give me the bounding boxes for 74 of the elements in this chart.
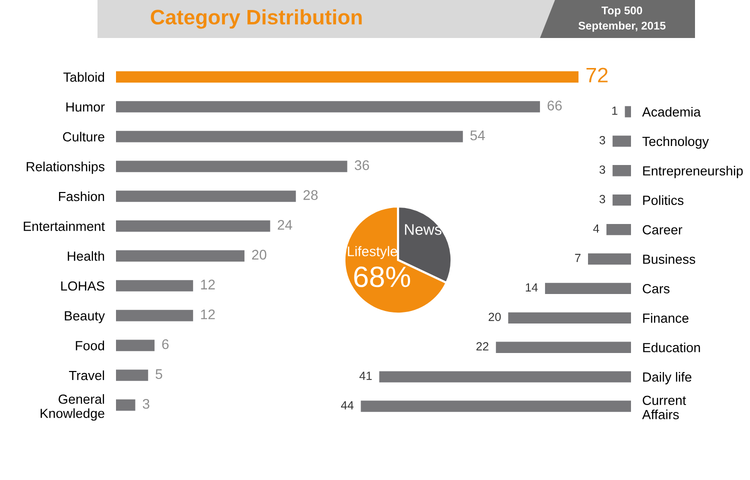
y-tick-label: Relationships	[26, 162, 104, 174]
bar	[588, 253, 631, 265]
bar	[116, 310, 194, 322]
bar	[545, 282, 631, 294]
text: Top 500 September, 2015	[578, 6, 666, 32]
bar	[496, 342, 631, 353]
data-label: 54	[470, 130, 485, 140]
bar	[116, 160, 348, 172]
data-label: 14	[526, 283, 538, 292]
bar	[116, 370, 148, 381]
y-tick-label: Technology	[642, 136, 709, 149]
data-label: 6	[162, 339, 169, 350]
data-label: 5	[156, 369, 162, 379]
bar	[116, 220, 270, 232]
data-label: 12	[201, 280, 215, 290]
y-tick-label: Business	[643, 254, 696, 264]
data-label: 1	[612, 106, 618, 115]
bar	[116, 340, 155, 352]
bar	[624, 106, 631, 118]
y-tick-label: Fashion	[59, 191, 104, 202]
data-label: 22	[476, 342, 488, 350]
bar	[116, 101, 540, 112]
data-label: 7	[575, 254, 580, 262]
y-tick-label: Education	[643, 342, 700, 352]
data-label: 20	[488, 312, 501, 322]
y-tick-label: Tabloid	[63, 72, 104, 82]
bar	[360, 400, 631, 412]
y-tick-label: Food	[76, 340, 104, 350]
slice-label: News	[405, 224, 442, 235]
y-tick-label: Entrepreneurship	[643, 166, 743, 178]
y-tick-label: General Knowledge	[40, 394, 104, 421]
y-tick-label: Cars	[642, 284, 670, 294]
data-label: 3	[600, 165, 606, 174]
data-label: 41	[359, 372, 372, 380]
bar	[612, 136, 631, 147]
bar	[606, 224, 631, 236]
bar	[116, 130, 463, 142]
data-label: 28	[304, 190, 318, 200]
y-tick-label: Culture	[63, 132, 104, 142]
bar	[116, 280, 194, 292]
bar	[612, 194, 631, 206]
data-label: 12	[201, 309, 215, 320]
y-tick-label: Humor	[66, 102, 105, 112]
y-tick-label: Politics	[643, 195, 684, 205]
y-tick-label: Finance	[643, 313, 688, 323]
y-tick-label: Health	[68, 251, 104, 261]
bar	[116, 250, 244, 262]
bar	[612, 165, 631, 176]
chart-title: Category Distribution	[150, 9, 362, 29]
bar	[379, 371, 631, 382]
y-tick-label: LOHAS	[61, 281, 104, 291]
bar	[116, 190, 296, 202]
y-tick-label: Entertainment	[24, 221, 105, 231]
y-tick-label: Current Affairs	[642, 396, 686, 420]
data-label: 3	[600, 194, 606, 204]
data-label: 4	[593, 224, 600, 233]
bar	[116, 399, 136, 411]
y-tick-label: Beauty	[64, 311, 105, 324]
slice-label: Lifestyle	[348, 246, 398, 260]
y-tick-label: Daily life	[643, 372, 692, 384]
data-label: 20	[252, 250, 266, 260]
data-label: 3	[600, 136, 606, 144]
data-label: 66	[548, 100, 562, 110]
y-tick-label: Career	[642, 225, 682, 234]
data-label: 68%	[354, 266, 410, 288]
data-label: 44	[341, 401, 354, 410]
data-label: 36	[354, 160, 370, 170]
y-tick-label: Travel	[69, 370, 104, 380]
bar	[116, 71, 578, 83]
data-label: 3	[142, 398, 150, 409]
y-tick-label: Academia	[642, 106, 701, 117]
bar	[508, 312, 631, 324]
data-label: 24	[278, 220, 292, 230]
data-label: 72	[586, 68, 608, 82]
